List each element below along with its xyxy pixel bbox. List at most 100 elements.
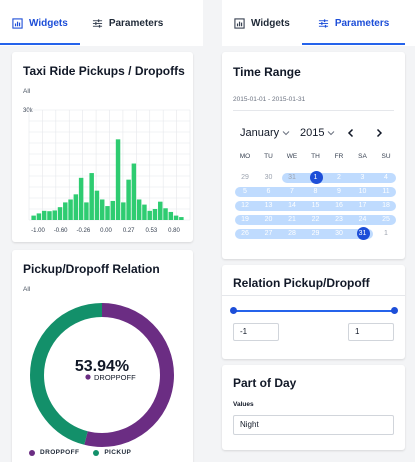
calendar-day[interactable]: 9 <box>337 188 341 195</box>
calendar-day[interactable]: 25 <box>382 216 390 223</box>
histogram-bar[interactable] <box>84 202 89 220</box>
chart-icon <box>234 17 245 29</box>
calendar-day[interactable]: 10 <box>358 188 367 195</box>
histogram-bar[interactable] <box>126 179 131 220</box>
calendar-day[interactable]: 17 <box>358 202 367 209</box>
donut-slice-pickup[interactable] <box>30 303 174 447</box>
calendar-day[interactable]: 20 <box>264 216 273 223</box>
tab-widgets-right[interactable]: Widgets <box>222 0 302 46</box>
calendar-day-selected[interactable]: 1 <box>305 171 327 184</box>
tab-parameters-left[interactable]: Parameters <box>80 0 175 46</box>
selected-range-highlight <box>235 187 396 197</box>
histogram-bar[interactable] <box>131 163 137 220</box>
calendar-day[interactable]: 18 <box>382 202 390 209</box>
min-value-input[interactable]: -1 <box>233 323 279 341</box>
calendar-day[interactable]: 2 <box>337 174 341 181</box>
x-tick-label: -1.00 <box>31 228 45 234</box>
calendar-day[interactable]: 29 <box>241 174 249 181</box>
calendar-day[interactable]: 24 <box>358 216 367 223</box>
calendar-day[interactable]: 14 <box>288 202 296 209</box>
histogram-bar[interactable] <box>142 204 147 220</box>
legend-label: DROPPOFF <box>40 449 80 456</box>
histogram-bar[interactable] <box>179 217 184 220</box>
legend-item-pickup[interactable]: PICKUP <box>93 449 131 456</box>
weekday-label: SU <box>381 153 391 160</box>
month-select[interactable]: January <box>240 127 290 139</box>
histogram-bar[interactable] <box>41 210 47 220</box>
histogram-bar[interactable] <box>78 177 84 220</box>
relation-param-card: Relation Pickup/Dropoff -1 1 <box>222 265 405 359</box>
tab-parameters-right[interactable]: Parameters <box>301 0 406 46</box>
calendar-day[interactable]: 23 <box>335 216 343 223</box>
histogram-bar[interactable] <box>110 200 116 220</box>
max-value-input[interactable]: 1 <box>348 323 394 341</box>
calendar-day[interactable]: 22 <box>311 216 320 223</box>
calendar-day[interactable]: 29 <box>311 230 320 237</box>
chart-icon <box>12 17 23 29</box>
histogram-bar[interactable] <box>121 202 126 220</box>
chevron-down-icon <box>282 131 290 136</box>
chart-legend: DROPPOFF PICKUP <box>29 449 131 456</box>
legend-label: PICKUP <box>104 449 132 456</box>
calendar-day[interactable]: 21 <box>288 216 296 223</box>
histogram-bar[interactable] <box>63 202 68 220</box>
calendar-day[interactable]: 31 <box>288 174 296 181</box>
histogram-bar[interactable] <box>99 199 105 220</box>
month-label: January <box>240 127 280 139</box>
histogram-bar[interactable] <box>52 210 57 220</box>
calendar-day[interactable]: 4 <box>384 174 388 181</box>
histogram-bar[interactable] <box>47 211 52 220</box>
calendar-day[interactable]: 7 <box>290 188 294 195</box>
range-slider-max-handle[interactable] <box>391 307 398 314</box>
calendar-day[interactable]: 1 <box>384 230 388 237</box>
histogram-bar[interactable] <box>152 209 158 220</box>
part-of-day-card: Part of Day Values Night <box>222 365 405 450</box>
calendar-day[interactable]: 27 <box>264 230 273 237</box>
calendar-day[interactable]: 11 <box>382 188 390 195</box>
calendar-day[interactable]: 16 <box>335 202 343 209</box>
next-month-icon[interactable] <box>374 128 384 138</box>
histogram-bar[interactable] <box>136 199 142 220</box>
calendar-day[interactable]: 12 <box>241 202 249 209</box>
calendar-day[interactable]: 30 <box>264 174 273 181</box>
calendar-day[interactable]: 6 <box>266 188 271 195</box>
prev-month-icon[interactable] <box>346 128 356 138</box>
tab-widgets-left[interactable]: Widgets <box>0 0 80 46</box>
calendar-day[interactable]: 5 <box>243 188 247 195</box>
histogram-bar[interactable] <box>173 215 179 220</box>
histogram-bar[interactable] <box>73 194 79 220</box>
weekday-label: FR <box>334 153 344 160</box>
histogram-bar[interactable] <box>68 199 73 220</box>
histogram-bar[interactable] <box>158 201 163 220</box>
range-slider-min-handle[interactable] <box>230 307 237 314</box>
calendar-day[interactable]: 26 <box>241 230 249 237</box>
range-slider-track[interactable] <box>233 310 394 312</box>
calendar-day[interactable]: 13 <box>264 202 273 209</box>
year-select[interactable]: 2015 <box>300 127 335 139</box>
widget-subtitle: All <box>23 88 31 95</box>
calendar-day[interactable]: 3 <box>360 174 365 181</box>
histogram-bar[interactable] <box>94 190 100 220</box>
part-of-day-input[interactable]: Night <box>233 415 394 435</box>
calendar-day[interactable]: 8 <box>313 188 318 195</box>
legend-dot <box>93 449 100 456</box>
selected-range-highlight <box>235 215 396 225</box>
calendar-day[interactable]: 15 <box>311 202 320 209</box>
tab-label: Widgets <box>251 17 290 29</box>
histogram-bar[interactable] <box>89 173 94 220</box>
selected-range-highlight <box>235 229 373 239</box>
histogram-bar[interactable] <box>36 213 42 220</box>
histogram-bar[interactable] <box>115 139 121 220</box>
calendar-day-selected[interactable]: 31 <box>352 227 374 240</box>
calendar-day[interactable]: 19 <box>241 216 249 223</box>
x-tick-label: 0.27 <box>123 228 135 234</box>
histogram-bar[interactable] <box>105 206 110 220</box>
calendar-day[interactable]: 28 <box>288 230 296 237</box>
histogram-bar[interactable] <box>57 207 63 220</box>
calendar-day[interactable]: 30 <box>335 230 343 237</box>
histogram-bar[interactable] <box>168 211 174 220</box>
histogram-bar[interactable] <box>31 215 36 220</box>
histogram-bar[interactable] <box>163 208 168 220</box>
histogram-bar[interactable] <box>147 210 152 220</box>
legend-item-droppoff[interactable]: DROPPOFF <box>29 449 79 456</box>
